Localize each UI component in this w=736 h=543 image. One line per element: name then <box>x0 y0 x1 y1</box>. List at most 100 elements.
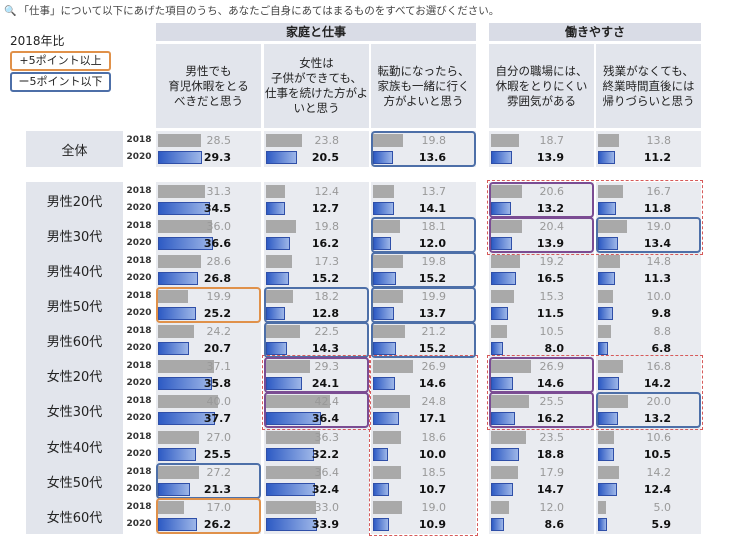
bar-2020 <box>598 202 616 215</box>
year-label: 2018 <box>126 361 152 371</box>
value-2020: 12.8 <box>311 307 339 320</box>
bar-2020 <box>158 483 190 496</box>
bar-2018 <box>491 220 522 233</box>
value-2018: 40.0 <box>206 395 232 408</box>
value-2020: 13.9 <box>536 151 564 164</box>
value-2020: 17.1 <box>418 412 446 425</box>
bar-2018 <box>266 395 330 408</box>
bar-2018 <box>491 466 518 479</box>
bar-2020 <box>266 483 315 496</box>
value-2020: 15.2 <box>311 272 339 285</box>
bar-2020 <box>598 377 620 390</box>
year-label: 2018 <box>126 396 152 406</box>
value-2020: 11.8 <box>643 202 671 215</box>
value-2020: 11.5 <box>536 307 564 320</box>
question-text: 🔍 「仕事」について以下にあげた項目のうち、あなたご自身にあてはまるものをすべてお… <box>4 3 499 18</box>
year-label: 2018 <box>126 135 152 145</box>
value-2018: 18.5 <box>421 466 447 479</box>
row-label: 男性30代 <box>26 217 123 253</box>
bar-2020 <box>373 151 394 164</box>
bar-2018 <box>158 466 199 479</box>
bar-2018 <box>158 255 201 268</box>
year-label: 2020 <box>126 519 152 529</box>
value-2020: 14.3 <box>311 342 339 355</box>
value-2020: 10.7 <box>418 483 446 496</box>
value-2018: 25.5 <box>539 395 565 408</box>
year-label: 2018 <box>126 186 152 196</box>
bar-2018 <box>598 134 619 147</box>
bar-2018 <box>491 255 520 268</box>
bar-2018 <box>266 290 294 303</box>
value-2018: 27.2 <box>206 466 232 479</box>
value-2020: 14.2 <box>643 377 671 390</box>
bar-2018 <box>491 325 507 338</box>
year-label: 2020 <box>126 238 152 248</box>
bar-2018 <box>158 185 205 198</box>
bar-2018 <box>373 185 394 198</box>
bar-2018 <box>266 466 321 479</box>
value-2018: 24.8 <box>421 395 447 408</box>
bar-2020 <box>598 151 615 164</box>
value-2020: 10.5 <box>643 448 671 461</box>
bar-2020 <box>158 307 196 320</box>
value-2020: 26.2 <box>203 518 231 531</box>
value-2020: 14.6 <box>536 377 564 390</box>
value-2018: 19.8 <box>314 220 340 233</box>
year-label: 2020 <box>126 378 152 388</box>
value-2018: 23.5 <box>539 431 565 444</box>
bar-2018 <box>373 466 401 479</box>
search-icon: 🔍 <box>4 6 17 17</box>
row-label: 女性60代 <box>26 498 123 534</box>
bar-2020 <box>491 237 512 250</box>
row-label: 男性50代 <box>26 287 123 323</box>
value-2020: 16.5 <box>536 272 564 285</box>
bar-2020 <box>491 202 511 215</box>
bar-2018 <box>598 501 606 514</box>
bar-2020 <box>491 412 516 425</box>
bar-2020 <box>266 518 317 531</box>
value-2018: 14.2 <box>646 466 672 479</box>
row-label: 女性50代 <box>26 463 123 499</box>
value-2020: 35.8 <box>203 377 231 390</box>
bar-2020 <box>266 272 289 285</box>
column-header: 残業がなくても、 終業時間直後には 帰りづらいと思う <box>596 44 701 128</box>
bar-2020 <box>158 342 190 355</box>
value-2020: 13.4 <box>643 237 671 250</box>
row-label: 女性20代 <box>26 357 123 393</box>
value-2018: 19.9 <box>421 290 447 303</box>
bar-2020 <box>598 483 617 496</box>
value-2018: 21.2 <box>421 325 447 338</box>
value-2020: 13.2 <box>643 412 671 425</box>
bar-2018 <box>598 360 624 373</box>
bar-2020 <box>491 342 503 355</box>
value-2020: 11.3 <box>643 272 671 285</box>
bar-2020 <box>158 202 210 215</box>
year-label: 2020 <box>126 308 152 318</box>
value-2018: 19.0 <box>646 220 672 233</box>
bar-2018 <box>373 134 403 147</box>
bar-2018 <box>373 220 401 233</box>
value-2018: 15.3 <box>539 290 565 303</box>
year-label: 2018 <box>126 432 152 442</box>
bar-2018 <box>598 290 613 303</box>
value-2018: 37.1 <box>206 360 232 373</box>
value-2020: 32.4 <box>311 483 339 496</box>
bar-2020 <box>491 483 514 496</box>
year-label: 2018 <box>126 256 152 266</box>
bar-2018 <box>266 431 321 444</box>
bar-2020 <box>373 202 395 215</box>
bar-2018 <box>598 466 620 479</box>
value-2020: 13.2 <box>536 202 564 215</box>
row-label: 男性20代 <box>26 182 123 218</box>
bar-2020 <box>373 483 390 496</box>
row-label: 女性40代 <box>26 428 123 464</box>
bar-2020 <box>158 448 197 461</box>
bar-2020 <box>491 377 513 390</box>
bar-2018 <box>598 431 614 444</box>
value-2020: 8.6 <box>544 518 565 531</box>
bar-2020 <box>158 518 198 531</box>
bar-2018 <box>158 220 212 233</box>
value-2018: 24.2 <box>206 325 232 338</box>
value-2018: 22.5 <box>314 325 340 338</box>
bar-2018 <box>158 290 188 303</box>
